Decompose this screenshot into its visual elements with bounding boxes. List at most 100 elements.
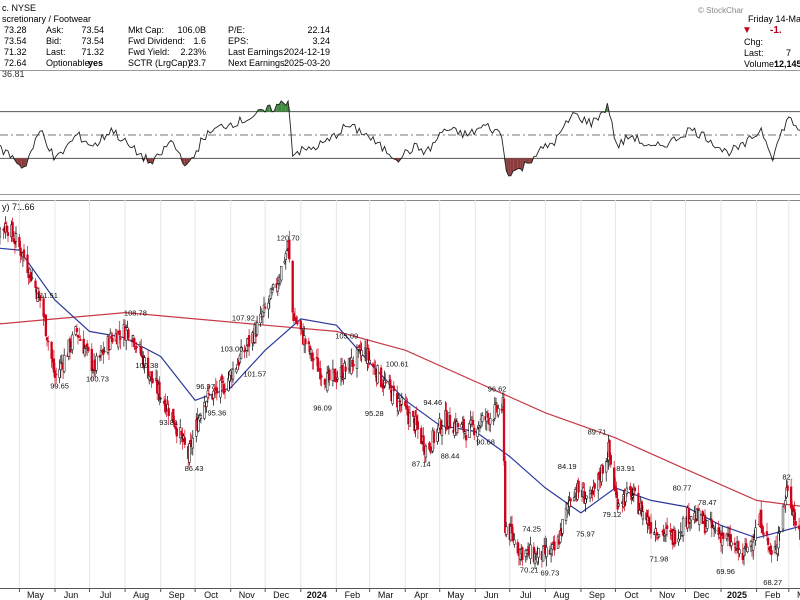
- down-triangle-icon: ▼: [742, 25, 752, 36]
- candle-body: [397, 398, 400, 412]
- rsi-oversold-fill: [517, 158, 521, 169]
- candle-body: [127, 329, 130, 339]
- candle-body: [605, 461, 608, 473]
- candle-body: [109, 333, 112, 350]
- candle-body: [679, 531, 682, 534]
- candle-body: [606, 460, 609, 463]
- candle-body: [673, 530, 677, 545]
- candle-body: [223, 390, 227, 392]
- eps-value: 3.24: [312, 36, 330, 46]
- candle-body: [58, 368, 61, 378]
- candle-body: [276, 283, 279, 292]
- candle-body: [476, 428, 479, 437]
- candle-body: [151, 378, 154, 384]
- last-earnings-label: Last Earnings:: [228, 47, 286, 57]
- pe-value: 22.14: [307, 25, 330, 35]
- candle-body: [521, 547, 524, 560]
- rsi-oversold-fill: [21, 158, 25, 169]
- x-tick-label: Dec: [693, 590, 710, 600]
- change-value: -1.: [770, 25, 782, 36]
- candle-body: [551, 544, 554, 550]
- candle-body: [373, 364, 376, 367]
- candle-body: [44, 314, 48, 337]
- candle-body: [352, 364, 355, 367]
- candle-body: [408, 412, 412, 427]
- rsi-overbought-fill: [278, 100, 282, 112]
- candle-body: [328, 369, 331, 381]
- candle-body: [37, 291, 41, 295]
- candle-body: [29, 272, 33, 282]
- candle-body: [78, 336, 81, 338]
- candle-body: [231, 368, 235, 380]
- candle-body: [87, 347, 90, 351]
- candle-body: [665, 525, 669, 530]
- candle-body: [430, 450, 433, 454]
- candle-body: [456, 422, 460, 428]
- x-tick-label: Nov: [239, 590, 256, 600]
- price-annotation: 93.81: [159, 418, 178, 427]
- candle-body: [98, 355, 101, 358]
- fwd-yield-value: 2.23%: [180, 47, 206, 57]
- candle-body: [752, 541, 755, 551]
- candle-body: [296, 320, 299, 325]
- candle-body: [219, 379, 222, 398]
- candle-body: [722, 532, 725, 539]
- candle-body: [389, 379, 392, 388]
- candle-body: [770, 550, 773, 555]
- price-annotation: 103.00: [220, 345, 243, 354]
- last-label: Last:: [46, 47, 66, 57]
- candle-body: [617, 503, 620, 507]
- candle-body: [631, 495, 634, 498]
- x-tick-label: Jul: [100, 590, 112, 600]
- candle-body: [22, 249, 26, 258]
- rsi-overbought-fill: [281, 100, 284, 112]
- candle-body: [164, 399, 167, 413]
- price-annotation: 120.70: [277, 234, 300, 243]
- bid-value: 73.54: [81, 36, 104, 46]
- candle-body: [712, 527, 716, 530]
- price-chart: y) 71.66 May Jun Jul Aug Sep Oct Nov Dec 2024 Feb…: [0, 200, 800, 600]
- candle-body: [687, 508, 691, 525]
- rsi-panel: 36.81: [0, 70, 800, 195]
- candle-body: [424, 445, 428, 458]
- candle-body: [299, 320, 302, 330]
- candle-body: [45, 337, 49, 341]
- candle-body: [601, 465, 604, 474]
- price-annotation: 94.46: [423, 398, 442, 407]
- candle-body: [133, 338, 136, 348]
- x-tick-label: Apr: [414, 590, 428, 600]
- rsi-oversold-fill: [513, 158, 516, 171]
- candle-body: [505, 526, 508, 535]
- candle-body: [464, 435, 468, 441]
- rsi-oversold-fill: [526, 158, 530, 164]
- candle-body: [399, 404, 402, 406]
- candle-body: [247, 335, 251, 347]
- candle-body: [221, 380, 224, 383]
- ma-short-line: [0, 247, 800, 539]
- mktcap-value: 106.0B: [177, 25, 206, 35]
- candle-body: [633, 487, 637, 492]
- candle-body: [572, 497, 576, 502]
- candle-body: [762, 532, 765, 536]
- rsi-line: [0, 99, 800, 177]
- candle-body: [429, 446, 432, 451]
- candle-body: [471, 419, 475, 425]
- x-tick-label: Sep: [169, 590, 185, 600]
- candle-body: [698, 510, 701, 525]
- candle-body: [786, 485, 789, 491]
- price-legend: y) 71.66: [2, 202, 35, 212]
- candle-body: [316, 357, 320, 372]
- candle-body: [630, 488, 633, 501]
- candle-body: [765, 531, 769, 536]
- rsi-overbought-fill: [267, 105, 270, 112]
- candle-body: [766, 538, 770, 545]
- price-annotation: 100.73: [86, 375, 109, 384]
- candle-body: [445, 410, 448, 430]
- rsi-value-label: 36.81: [2, 70, 25, 79]
- candle-body: [760, 510, 763, 529]
- candle-body: [119, 338, 122, 340]
- price-annotation: 68.27: [763, 578, 782, 587]
- candle-body: [669, 529, 672, 532]
- x-tick-label: Oct: [624, 590, 639, 600]
- candle-body: [38, 295, 42, 301]
